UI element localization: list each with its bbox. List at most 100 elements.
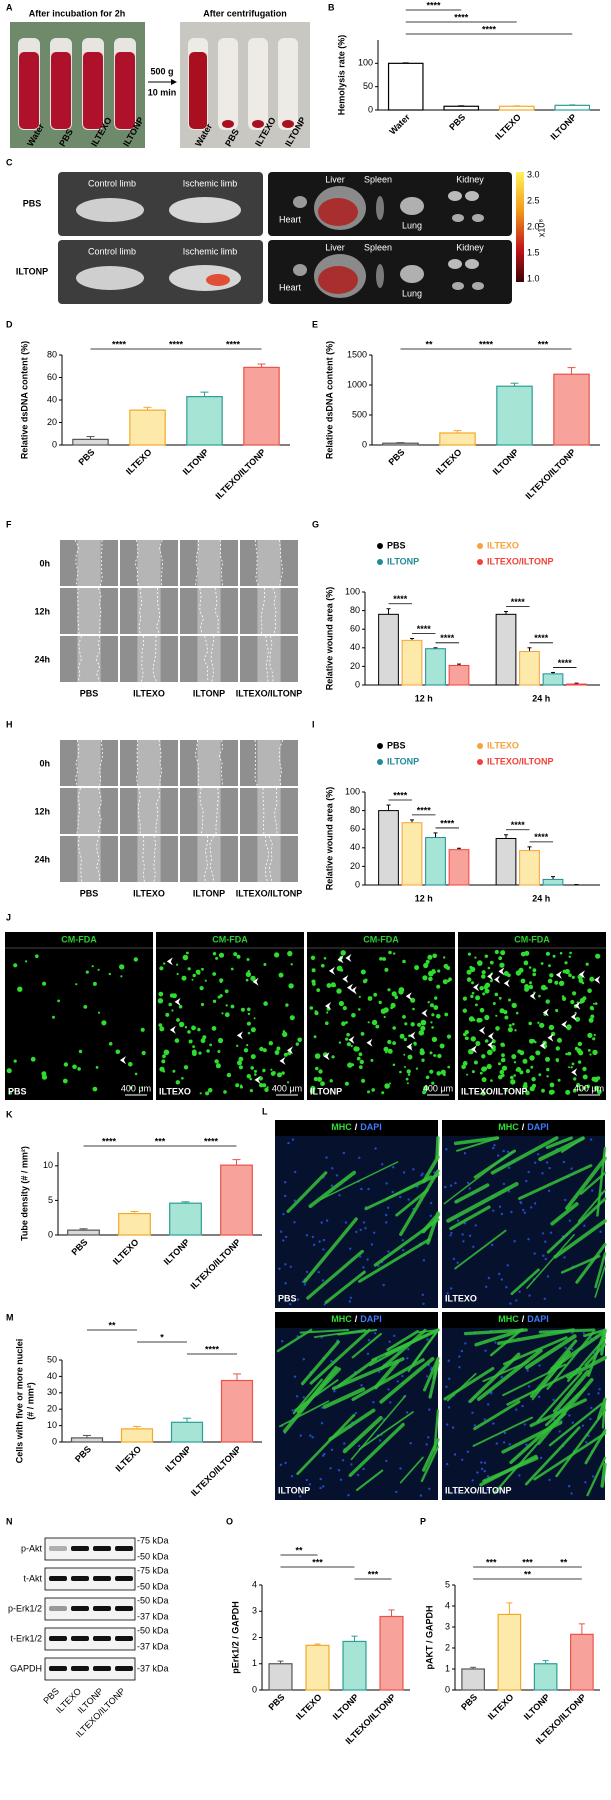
cell [428,976,433,982]
cell [391,991,397,997]
band [115,1546,133,1551]
nucleus [337,1469,341,1472]
nucleus [570,1167,573,1170]
nucleus [393,1334,396,1338]
wound-edge [155,787,161,834]
myotube [553,1369,590,1414]
arrowhead [542,1008,549,1017]
y-tick-label: 80 [350,605,360,615]
myotube [358,1238,431,1283]
bar [519,651,540,686]
myotube [524,1426,581,1486]
x-tick-label: PBS [386,447,406,467]
cell [338,1000,344,1007]
row-label: PBS [23,198,42,208]
significance-label: ** [524,1569,532,1579]
nucleus [284,1194,287,1198]
cell [317,1076,322,1082]
band [49,1606,67,1611]
stain-label: CM-FDA [514,934,550,944]
cell [204,979,207,982]
cell [567,1051,572,1056]
nucleus [289,1265,292,1269]
nucleus [293,1221,296,1224]
nucleus [453,1453,457,1456]
nucleus [374,1147,377,1150]
stain: MHC [498,1314,519,1324]
nucleus [341,1459,345,1462]
cell [266,1086,269,1089]
panel-letter: I [312,719,315,729]
cell [9,1091,13,1095]
cell [157,998,164,1004]
nucleus [582,1332,585,1335]
myotube [600,1328,607,1356]
cell [570,999,575,1005]
myotube [299,1329,350,1334]
cell [425,1075,430,1080]
cell [513,1061,517,1064]
cell [233,952,238,957]
group-label: ILTEXO [445,1293,477,1303]
cell [511,1002,517,1009]
y-tick-label: 100 [345,786,360,796]
group-label: PBS [278,1293,297,1303]
nucleus [590,1406,593,1410]
nucleus [367,1339,371,1342]
myotube [303,1217,358,1284]
cell [218,952,225,958]
nucleus [533,1252,536,1255]
nucleus [456,1261,459,1264]
cell [572,1088,577,1093]
legend-label: ILTEXO/ILTONP [487,756,554,766]
cell [444,1012,449,1017]
y-tick-label: 20 [47,1404,57,1414]
separator: / [522,1122,525,1132]
myotube [286,1171,328,1214]
myotube [594,1265,606,1298]
nucleus [428,1408,431,1411]
nucleus [293,1199,296,1202]
row-label: 24h [34,654,50,664]
nucleus [342,1151,346,1155]
arrowhead [479,1026,486,1035]
colorbar-unit: x10⁸ [536,219,546,238]
cell [579,1000,583,1004]
myotube [536,1371,583,1423]
bar [461,1668,485,1691]
counterstain: DAPI [527,1314,549,1324]
arrowhead [286,1046,293,1055]
y-tick-label: 1 [445,1663,450,1673]
cell [530,1065,534,1069]
nucleus [426,1375,429,1378]
cell [128,1062,133,1067]
cell [552,954,556,958]
x-tick-label: ILTONP [163,1444,193,1474]
cell [346,1032,350,1037]
nucleus [487,1403,490,1406]
arrowhead [570,1012,577,1021]
nucleus [429,1201,433,1205]
myotube [308,1170,357,1208]
cell [540,984,547,991]
cell [199,986,204,991]
cell [429,1069,434,1074]
bar [72,438,109,446]
row-label: 12h [34,606,50,616]
myotube [596,1397,607,1420]
cell [171,1009,174,1012]
cell [358,1008,361,1011]
micrograph-texture [77,836,101,882]
cell [336,965,343,972]
nucleus [445,1148,448,1151]
cell [159,1026,165,1032]
band [93,1576,111,1581]
nucleus [494,1341,497,1344]
cell [315,1066,319,1071]
nucleus [330,1359,333,1363]
cell [470,966,476,973]
pellet [222,120,234,128]
arrowhead [578,970,585,979]
cell [470,1036,476,1042]
legend-marker [377,543,383,549]
